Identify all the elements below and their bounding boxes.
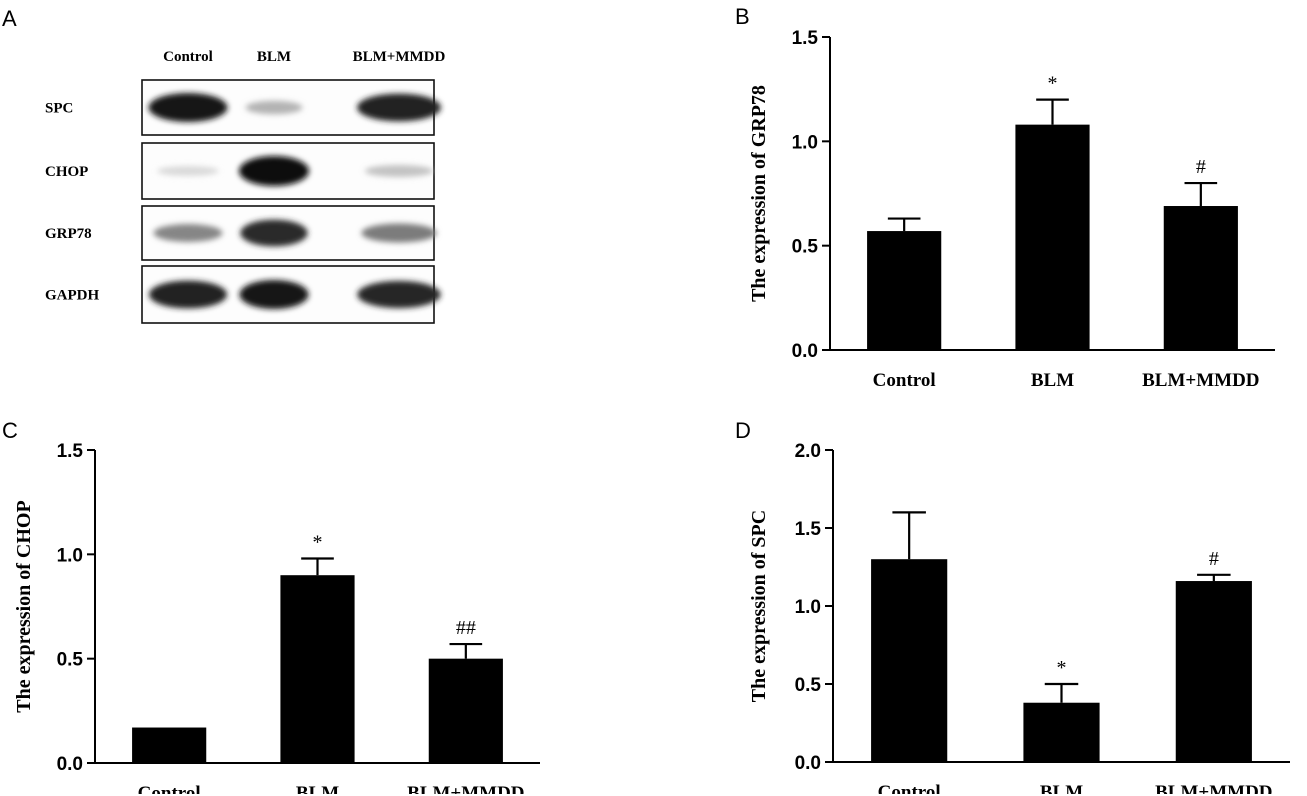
significance-mark: *	[313, 532, 323, 554]
blot-row-label: GAPDH	[45, 288, 99, 304]
blot-band	[245, 100, 303, 115]
chart-spc: 0.0 0.5 1.0 1.5 2.0 The expression of SPC Cont…	[748, 441, 1290, 794]
blot-band	[240, 219, 308, 247]
y-tick-label: 1.0	[795, 597, 821, 618]
bar-control	[132, 727, 207, 763]
panel-letter-b: B	[735, 4, 750, 29]
y-tick-label: 1.5	[57, 441, 84, 462]
bar-blm-mmdd	[1163, 206, 1238, 350]
blot-band	[364, 165, 434, 177]
blot-band	[357, 93, 441, 122]
panel-letter-c: C	[2, 418, 18, 443]
significance-mark: *	[1048, 73, 1058, 95]
category-label: BLM	[296, 783, 339, 794]
blot-band	[361, 223, 437, 243]
blot-band	[148, 93, 228, 122]
bar-blm	[1023, 702, 1100, 762]
chart-chop: 0.0 0.5 1.0 1.5 The expression of CHOP Contro…	[13, 441, 540, 794]
y-axis-title: The expression of GRP78	[748, 85, 770, 302]
blot-band	[239, 156, 309, 186]
panel-letter-d: D	[735, 418, 751, 443]
lane-label: BLM	[257, 49, 291, 65]
significance-mark: #	[1209, 548, 1219, 570]
bar-blm	[280, 575, 355, 763]
y-tick-label: 0.5	[792, 237, 819, 258]
category-label: Control	[873, 370, 936, 391]
panel-letter-a: A	[2, 6, 17, 31]
category-label: BLM+MMDD	[1142, 370, 1259, 391]
lane-label: Control	[163, 49, 213, 65]
y-tick-label: 0.5	[57, 650, 84, 671]
y-tick-label: 0.0	[795, 753, 821, 774]
blot-row-label: SPC	[45, 101, 73, 117]
blot-row-label: GRP78	[45, 226, 92, 242]
bar-control	[867, 231, 942, 350]
chart-grp78: 0.0 0.5 1.0 1.5 The expression of GRP78 Contr…	[748, 28, 1275, 391]
blot-row-label: CHOP	[45, 164, 88, 180]
bar-blm-mmdd	[1175, 581, 1252, 762]
western-blot: Control BLM BLM+MMDD SPC CHOP GRP78 GAPDH	[45, 49, 446, 324]
y-axis-title: The expression of SPC	[748, 510, 770, 702]
y-tick-label: 0.0	[792, 341, 818, 362]
y-tick-label: 1.0	[792, 132, 818, 153]
category-label: Control	[138, 783, 201, 794]
y-axis-title: The expression of CHOP	[13, 500, 35, 712]
bar-blm-mmdd	[428, 658, 503, 763]
blot-band	[149, 280, 227, 309]
category-label: BLM+MMDD	[407, 783, 524, 794]
y-tick-label: 1.5	[792, 28, 819, 49]
bar-control	[871, 559, 948, 762]
bar-blm	[1015, 124, 1090, 350]
category-label: BLM	[1040, 782, 1083, 794]
y-tick-label: 2.0	[795, 441, 821, 462]
blot-band	[153, 224, 223, 242]
blot-band	[157, 166, 219, 176]
lane-label: BLM+MMDD	[353, 49, 446, 65]
significance-mark: ##	[456, 617, 476, 639]
y-tick-label: 1.0	[57, 545, 83, 566]
y-tick-label: 0.5	[795, 675, 822, 696]
category-label: Control	[878, 782, 941, 794]
significance-mark: *	[1057, 657, 1067, 679]
blot-band	[239, 280, 309, 309]
blot-band	[357, 280, 441, 309]
category-label: BLM	[1031, 370, 1074, 391]
y-tick-label: 1.5	[795, 519, 822, 540]
significance-mark: #	[1196, 156, 1206, 178]
category-label: BLM+MMDD	[1155, 782, 1272, 794]
y-tick-label: 0.0	[57, 754, 83, 775]
